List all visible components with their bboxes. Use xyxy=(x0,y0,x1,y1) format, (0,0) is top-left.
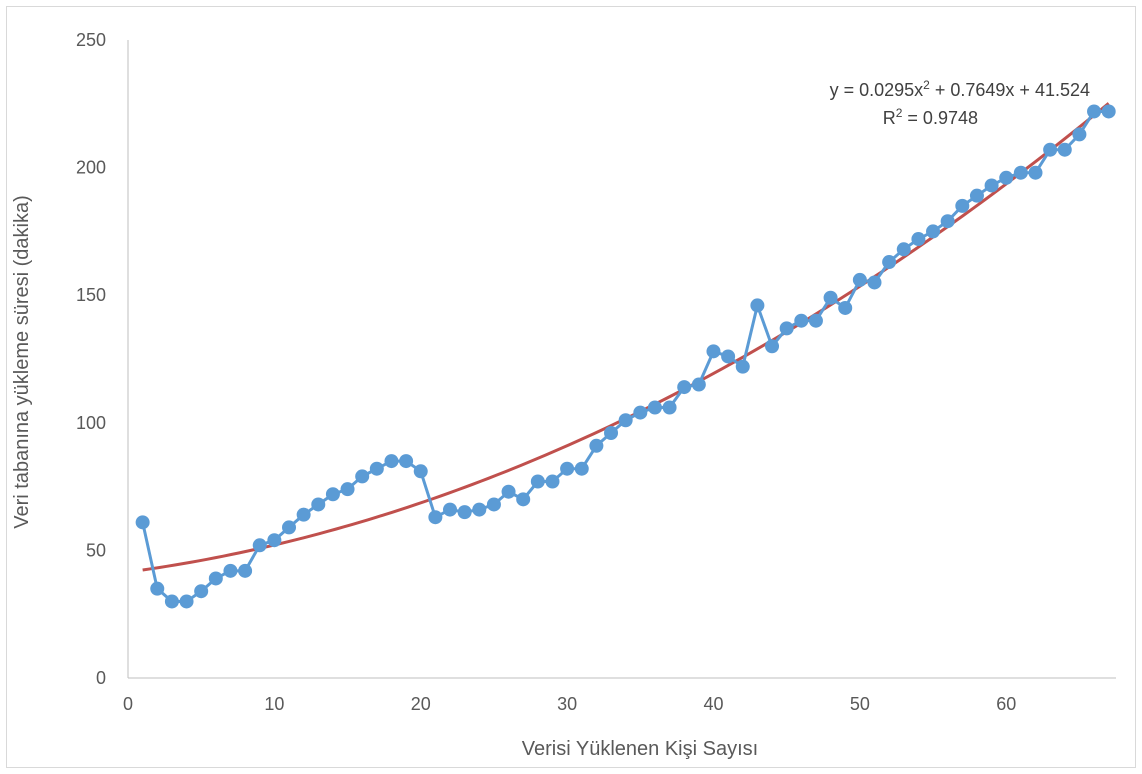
data-point xyxy=(647,400,662,415)
data-point xyxy=(721,349,736,364)
data-point xyxy=(852,272,867,287)
data-point xyxy=(955,198,970,213)
data-point xyxy=(882,255,897,270)
trendline-layer xyxy=(142,102,1110,572)
data-point xyxy=(560,461,575,476)
data-point xyxy=(999,170,1014,185)
series-layer xyxy=(135,104,1116,609)
data-point xyxy=(765,339,780,354)
data-point xyxy=(501,484,516,499)
data-point xyxy=(486,497,501,512)
data-point xyxy=(238,563,253,578)
x-tick-label: 0 xyxy=(123,694,133,714)
data-point xyxy=(223,563,238,578)
data-point xyxy=(691,377,706,392)
data-point xyxy=(735,359,750,374)
data-point xyxy=(150,581,165,596)
data-point xyxy=(808,313,823,328)
r-squared-superscript: 2 xyxy=(896,106,903,120)
data-point xyxy=(530,474,545,489)
y-tick-label: 250 xyxy=(76,30,106,50)
data-point xyxy=(355,469,370,484)
x-axis-title: Verisi Yüklenen Kişi Sayısı xyxy=(522,738,758,760)
x-tick-label: 10 xyxy=(264,694,284,714)
y-tick-label: 100 xyxy=(76,413,106,433)
data-point xyxy=(135,515,150,530)
data-point xyxy=(282,520,297,535)
data-point xyxy=(516,492,531,507)
r-squared-label: R2 = 0.9748 xyxy=(883,106,978,128)
data-point xyxy=(896,242,911,257)
data-point xyxy=(926,224,941,239)
x-tick-label: 20 xyxy=(411,694,431,714)
x-tick-label: 30 xyxy=(557,694,577,714)
y-tick-labels: 0 50 100 150 200 250 xyxy=(76,30,106,688)
data-point xyxy=(574,461,589,476)
data-point xyxy=(823,290,838,305)
y-tick-label: 200 xyxy=(76,158,106,178)
data-point xyxy=(911,232,926,247)
data-point xyxy=(618,413,633,428)
data-point xyxy=(296,507,311,522)
x-tick-label: 50 xyxy=(850,694,870,714)
data-point xyxy=(662,400,677,415)
data-point xyxy=(984,178,999,193)
chart-frame xyxy=(6,6,1136,768)
data-point xyxy=(779,321,794,336)
trendline-equation: y = 0.0295x2 + 0.7649x + 41.524 xyxy=(830,78,1090,100)
trendline xyxy=(142,102,1110,572)
x-tick-label: 60 xyxy=(996,694,1016,714)
r-squared-prefix: R xyxy=(883,108,896,128)
data-point xyxy=(252,538,267,553)
data-point xyxy=(428,510,443,525)
data-point xyxy=(838,300,853,315)
data-point xyxy=(384,454,399,469)
data-point xyxy=(1028,165,1043,180)
data-point xyxy=(472,502,487,517)
data-point xyxy=(545,474,560,489)
data-point xyxy=(1013,165,1028,180)
data-point xyxy=(1087,104,1102,119)
data-point xyxy=(369,461,384,476)
data-point xyxy=(969,188,984,203)
data-point xyxy=(1072,127,1087,142)
data-point xyxy=(750,298,765,313)
data-point xyxy=(794,313,809,328)
data-point xyxy=(413,464,428,479)
equation-superscript: 2 xyxy=(923,78,930,92)
data-point xyxy=(867,275,882,290)
x-tick-label: 40 xyxy=(703,694,723,714)
data-point xyxy=(164,594,179,609)
data-point xyxy=(677,380,692,395)
data-point xyxy=(325,487,340,502)
axes xyxy=(127,40,1116,679)
y-tick-label: 50 xyxy=(86,540,106,560)
data-point xyxy=(589,438,604,453)
data-point xyxy=(267,533,282,548)
data-point xyxy=(457,505,472,520)
data-point xyxy=(208,571,223,586)
data-point xyxy=(1101,104,1116,119)
data-point xyxy=(340,482,355,497)
data-point xyxy=(940,214,955,229)
data-point xyxy=(706,344,721,359)
data-point xyxy=(194,584,209,599)
equation-suffix: + 0.7649x + 41.524 xyxy=(930,80,1090,100)
data-point xyxy=(1057,142,1072,157)
data-point xyxy=(179,594,194,609)
y-axis-title: Veri tabanına yükleme süresi (dakika) xyxy=(11,195,33,529)
equation-prefix: y = 0.0295x xyxy=(830,80,924,100)
y-tick-label: 0 xyxy=(96,668,106,688)
r-squared-suffix: = 0.9748 xyxy=(902,108,978,128)
data-point xyxy=(1043,142,1058,157)
data-point xyxy=(604,426,619,441)
data-point xyxy=(633,405,648,420)
y-tick-label: 150 xyxy=(76,285,106,305)
data-point xyxy=(399,454,414,469)
data-point xyxy=(311,497,326,512)
x-tick-labels: 0 10 20 30 40 50 60 xyxy=(123,694,1016,714)
data-point xyxy=(443,502,458,517)
